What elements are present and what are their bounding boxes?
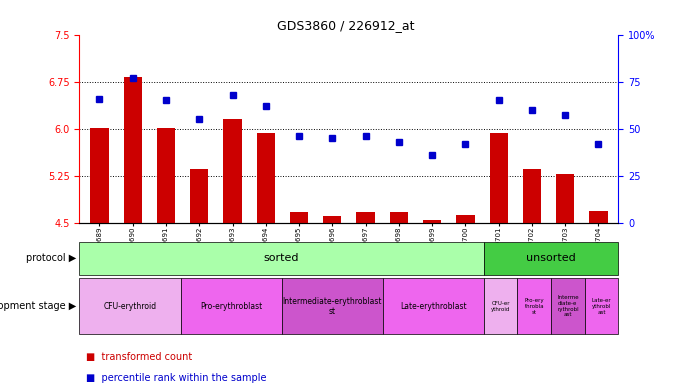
Bar [456, 215, 475, 223]
Bar [91, 128, 108, 223]
Bar [281, 278, 383, 334]
Bar [551, 278, 585, 334]
Bar [489, 133, 508, 223]
Bar [484, 278, 518, 334]
Bar [256, 133, 275, 223]
Text: ■  percentile rank within the sample: ■ percentile rank within the sample [86, 373, 267, 383]
Bar [383, 278, 484, 334]
Text: GDS3860 / 226912_at: GDS3860 / 226912_at [277, 19, 414, 32]
Bar [157, 128, 175, 223]
Text: CFU-erythroid: CFU-erythroid [104, 302, 157, 311]
Bar [180, 278, 281, 334]
Bar [79, 278, 180, 334]
Bar [518, 278, 551, 334]
Bar [323, 217, 341, 223]
Text: Intermediate-erythroblast
st: Intermediate-erythroblast st [283, 296, 382, 316]
Bar [290, 212, 308, 223]
Text: sorted: sorted [264, 253, 299, 263]
Text: CFU-er
ythroid: CFU-er ythroid [491, 301, 510, 312]
Text: Interme
diate-e
rythrobl
ast: Interme diate-e rythrobl ast [557, 295, 579, 318]
Text: Pro-ery
throbla
st: Pro-ery throbla st [524, 298, 544, 314]
Text: Late-er
ythrobl
ast: Late-er ythrobl ast [591, 298, 612, 314]
Bar [124, 76, 142, 223]
Bar [585, 278, 618, 334]
Bar [589, 212, 607, 223]
Text: protocol ▶: protocol ▶ [26, 253, 76, 263]
Bar [190, 169, 209, 223]
Text: unsorted: unsorted [527, 253, 576, 263]
Bar [390, 212, 408, 223]
Bar [79, 242, 484, 275]
Text: Pro-erythroblast: Pro-erythroblast [200, 302, 262, 311]
Bar [523, 169, 541, 223]
Bar [223, 119, 242, 223]
Text: development stage ▶: development stage ▶ [0, 301, 76, 311]
Bar [357, 212, 375, 223]
Bar [484, 242, 618, 275]
Bar [423, 220, 442, 223]
Text: ■  transformed count: ■ transformed count [86, 352, 193, 362]
Bar [556, 174, 574, 223]
Text: Late-erythroblast: Late-erythroblast [400, 302, 466, 311]
